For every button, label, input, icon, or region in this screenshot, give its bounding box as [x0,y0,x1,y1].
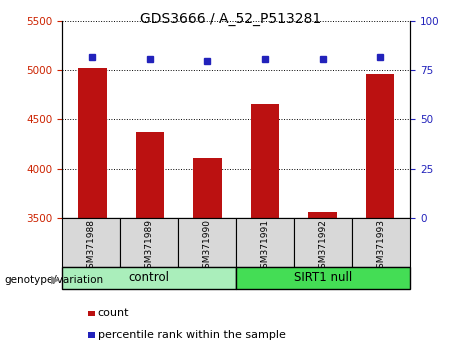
Bar [78,68,107,218]
Bar [236,218,294,267]
Text: count: count [98,308,129,318]
Text: control: control [129,272,170,284]
Bar [294,218,352,267]
Text: GSM371989: GSM371989 [145,219,154,274]
Text: genotype/variation: genotype/variation [5,275,104,285]
Bar [193,158,222,218]
Text: SIRT1 null: SIRT1 null [294,272,352,284]
Text: GSM371991: GSM371991 [261,219,270,274]
Text: GSM371992: GSM371992 [319,219,328,274]
Bar [62,267,236,289]
Text: ▶: ▶ [51,275,59,285]
Bar [120,218,178,267]
Text: percentile rank within the sample: percentile rank within the sample [98,330,285,339]
Bar [251,104,279,218]
Bar [352,218,410,267]
Bar [136,132,165,218]
Bar [308,212,337,218]
Text: GSM371988: GSM371988 [87,219,96,274]
Bar [62,218,120,267]
Bar [236,267,410,289]
Text: GSM371990: GSM371990 [203,219,212,274]
Bar [366,74,395,218]
Text: GSM371993: GSM371993 [377,219,386,274]
Bar [178,218,236,267]
Text: GDS3666 / A_52_P513281: GDS3666 / A_52_P513281 [140,12,321,27]
